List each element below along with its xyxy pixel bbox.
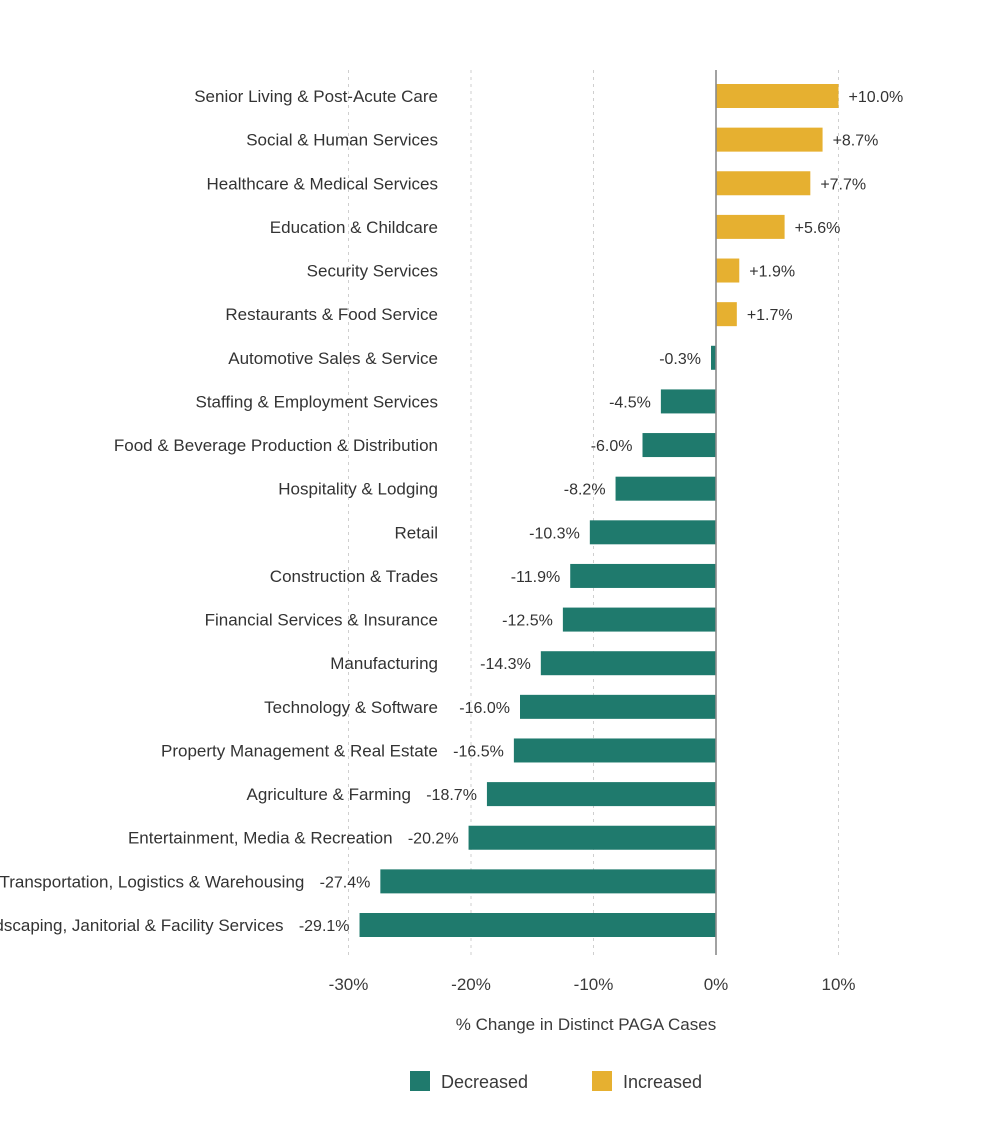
category-label: Automotive Sales & Service bbox=[228, 349, 438, 368]
bar bbox=[468, 825, 716, 850]
value-label: +5.6% bbox=[795, 220, 841, 237]
category-label: Staffing & Employment Services bbox=[195, 392, 438, 411]
value-label: +1.7% bbox=[747, 307, 793, 324]
value-label: -4.5% bbox=[609, 394, 651, 411]
category-label: Senior Living & Post-Acute Care bbox=[194, 87, 438, 106]
bar bbox=[513, 738, 716, 763]
value-label: -14.3% bbox=[480, 656, 531, 673]
category-label: Construction & Trades bbox=[270, 567, 438, 586]
legend: Decreased Increased bbox=[410, 1071, 702, 1092]
bar bbox=[359, 913, 716, 937]
x-axis-title: % Change in Distinct PAGA Cases bbox=[456, 1015, 716, 1034]
category-label: Retail bbox=[395, 523, 438, 542]
category-label: Education & Childcare bbox=[270, 218, 438, 237]
category-label: Property Management & Real Estate bbox=[161, 741, 438, 760]
value-label: -16.0% bbox=[459, 700, 510, 717]
legend-label-decreased: Decreased bbox=[441, 1072, 528, 1092]
value-label: +7.7% bbox=[820, 176, 866, 193]
category-label: Technology & Software bbox=[264, 698, 438, 717]
bar bbox=[711, 345, 716, 370]
bar bbox=[716, 84, 839, 108]
bar bbox=[716, 171, 811, 196]
bar bbox=[615, 476, 716, 501]
category-label: Agriculture & Farming bbox=[247, 785, 411, 804]
bar bbox=[716, 302, 737, 327]
bar bbox=[380, 869, 716, 894]
category-label: Entertainment, Media & Recreation bbox=[128, 829, 393, 848]
bar bbox=[716, 258, 740, 283]
gridlines bbox=[348, 70, 839, 955]
category-label: Restaurants & Food Service bbox=[225, 305, 438, 324]
value-label: +10.0% bbox=[849, 89, 904, 106]
category-label: Food & Beverage Production & Distributio… bbox=[114, 436, 438, 455]
bar bbox=[520, 694, 716, 719]
value-label: -10.3% bbox=[529, 525, 580, 542]
bar bbox=[486, 782, 716, 807]
category-label: Healthcare & Medical Services bbox=[207, 174, 438, 193]
category-label: Transportation, Logistics & Warehousing bbox=[0, 872, 304, 891]
bar bbox=[642, 433, 716, 458]
value-label: -12.5% bbox=[502, 613, 553, 630]
bar bbox=[716, 214, 785, 239]
value-label: +1.9% bbox=[749, 264, 795, 281]
value-label: -27.4% bbox=[320, 874, 371, 891]
value-label: -16.5% bbox=[453, 743, 504, 760]
x-tick-label: -20% bbox=[451, 975, 491, 994]
bar bbox=[589, 520, 716, 545]
value-label: -20.2% bbox=[408, 831, 459, 848]
legend-label-increased: Increased bbox=[623, 1072, 702, 1092]
bar bbox=[716, 127, 823, 152]
category-label: Security Services bbox=[307, 262, 438, 281]
bar bbox=[660, 389, 716, 414]
value-label: -6.0% bbox=[591, 438, 633, 455]
value-label: -11.9% bbox=[511, 569, 561, 586]
x-tick-label: -30% bbox=[329, 975, 369, 994]
x-axis-ticks: -30% -20% -10% 0% 10% bbox=[329, 975, 856, 994]
value-label: -18.7% bbox=[426, 787, 477, 804]
category-label: Financial Services & Insurance bbox=[205, 611, 438, 630]
category-label: Landscaping, Janitorial & Facility Servi… bbox=[0, 916, 284, 935]
x-tick-label: 10% bbox=[821, 975, 855, 994]
value-label: -0.3% bbox=[659, 351, 701, 368]
x-tick-label: 0% bbox=[704, 975, 729, 994]
value-label: -8.2% bbox=[564, 482, 606, 499]
bar bbox=[562, 607, 716, 632]
legend-swatch-decreased bbox=[410, 1071, 430, 1091]
bar bbox=[570, 563, 716, 588]
category-labels: Senior Living & Post-Acute Care Social & … bbox=[0, 87, 438, 935]
category-label: Hospitality & Lodging bbox=[278, 480, 438, 499]
legend-swatch-increased bbox=[592, 1071, 612, 1091]
value-labels: +10.0% +8.7% +7.7% +5.6% +1.9% +1.7% -0.3% -4.5… bbox=[299, 89, 903, 935]
value-label: +8.7% bbox=[833, 133, 879, 150]
category-label: Social & Human Services bbox=[246, 131, 438, 150]
bar bbox=[540, 651, 716, 676]
bars bbox=[359, 84, 839, 937]
x-tick-label: -10% bbox=[574, 975, 614, 994]
category-label: Manufacturing bbox=[330, 654, 438, 673]
value-label: -29.1% bbox=[299, 918, 350, 935]
